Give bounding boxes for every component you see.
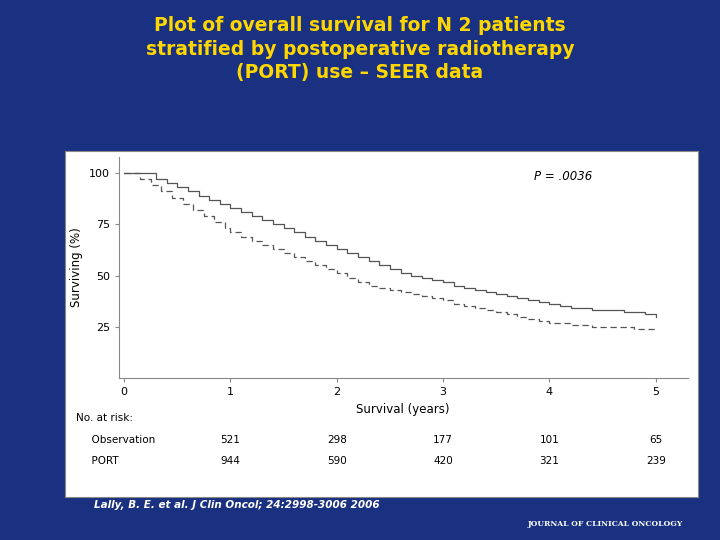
- Text: PORT: PORT: [85, 456, 119, 467]
- Text: 590: 590: [327, 456, 346, 467]
- Y-axis label: Surviving (%): Surviving (%): [71, 227, 84, 307]
- Text: 521: 521: [220, 435, 240, 445]
- Text: 321: 321: [539, 456, 559, 467]
- Text: 298: 298: [327, 435, 347, 445]
- Text: No. at risk:: No. at risk:: [76, 413, 132, 423]
- Text: 420: 420: [433, 456, 453, 467]
- Text: 944: 944: [220, 456, 240, 467]
- Text: JOURNAL OF CLINICAL ONCOLOGY: JOURNAL OF CLINICAL ONCOLOGY: [527, 521, 683, 528]
- Text: 65: 65: [649, 435, 662, 445]
- Text: 239: 239: [646, 456, 666, 467]
- X-axis label: Survival (years): Survival (years): [356, 403, 450, 416]
- Text: 177: 177: [433, 435, 453, 445]
- Text: Plot of overall survival for N 2 patients
stratified by postoperative radiothera: Plot of overall survival for N 2 patient…: [145, 16, 575, 82]
- Text: P = .0036: P = .0036: [534, 170, 593, 183]
- Text: Observation: Observation: [85, 435, 156, 445]
- Text: 101: 101: [539, 435, 559, 445]
- Text: Lally, B. E. et al. J Clin Oncol; 24:2998-3006 2006: Lally, B. E. et al. J Clin Oncol; 24:299…: [94, 500, 379, 510]
